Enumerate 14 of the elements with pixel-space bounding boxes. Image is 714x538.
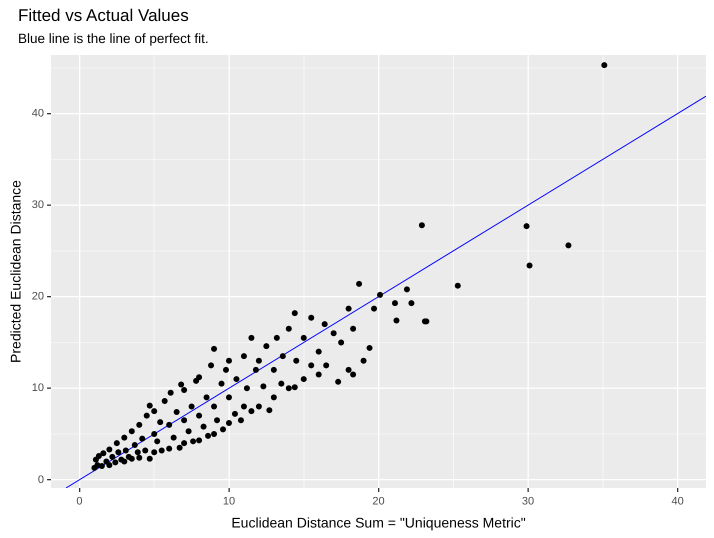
- x-tick-label: 10: [222, 496, 236, 508]
- x-tick-label: 0: [76, 496, 83, 508]
- x-axis-title: Euclidean Distance Sum = "Uniqueness Metric": [231, 514, 526, 530]
- x-tick-label: 30: [522, 496, 534, 508]
- y-tick-label: 30: [32, 199, 44, 212]
- y-axis-title: Predicted Euclidean Distance: [7, 180, 24, 363]
- y-tick-label: 20: [32, 290, 44, 303]
- y-tick-label: 10: [32, 382, 44, 394]
- x-tick-label: 20: [372, 496, 385, 508]
- x-tick-label: 40: [671, 496, 684, 508]
- chart-subtitle: Blue line is the line of perfect fit.: [18, 31, 209, 46]
- y-tick-label: 40: [32, 108, 44, 120]
- chart-title: Fitted vs Actual Values: [18, 6, 189, 26]
- y-tick-label: 0: [38, 474, 44, 486]
